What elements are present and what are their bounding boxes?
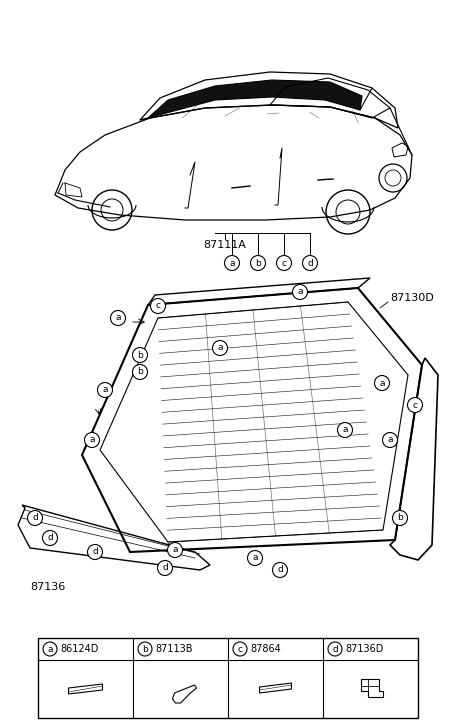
Circle shape	[27, 510, 42, 526]
Circle shape	[338, 422, 352, 438]
Text: c: c	[156, 302, 161, 310]
Text: 87136: 87136	[30, 582, 65, 592]
Text: a: a	[379, 379, 385, 387]
Circle shape	[251, 255, 266, 270]
Text: b: b	[142, 645, 148, 654]
Text: d: d	[307, 259, 313, 268]
Text: a: a	[342, 425, 348, 435]
Text: c: c	[413, 401, 418, 409]
Circle shape	[138, 642, 152, 656]
Circle shape	[167, 542, 183, 558]
Circle shape	[276, 255, 292, 270]
Text: 86124D: 86124D	[60, 644, 99, 654]
Text: d: d	[332, 645, 338, 654]
Text: a: a	[47, 645, 53, 654]
Circle shape	[85, 433, 99, 448]
Text: d: d	[47, 534, 53, 542]
Circle shape	[392, 510, 408, 526]
Circle shape	[132, 348, 148, 363]
Circle shape	[225, 255, 239, 270]
Text: 87136D: 87136D	[345, 644, 383, 654]
Circle shape	[87, 545, 103, 560]
Text: a: a	[297, 287, 303, 297]
Circle shape	[111, 310, 126, 326]
Text: c: c	[238, 645, 243, 654]
Bar	[38, 638, 418, 718]
Text: a: a	[102, 385, 108, 395]
Text: a: a	[252, 553, 258, 563]
Circle shape	[132, 364, 148, 379]
Circle shape	[42, 531, 58, 545]
Text: 87864: 87864	[250, 644, 281, 654]
Circle shape	[158, 561, 172, 576]
Text: 87113B: 87113B	[155, 644, 193, 654]
Circle shape	[248, 550, 262, 566]
Circle shape	[408, 398, 423, 412]
Text: a: a	[89, 435, 95, 444]
Text: b: b	[137, 350, 143, 359]
Text: a: a	[172, 545, 178, 555]
Text: 87111A: 87111A	[203, 240, 247, 250]
Text: d: d	[32, 513, 38, 523]
Circle shape	[43, 642, 57, 656]
Text: a: a	[229, 259, 235, 268]
Text: b: b	[255, 259, 261, 268]
Circle shape	[374, 376, 390, 390]
Circle shape	[292, 284, 307, 300]
Circle shape	[150, 299, 166, 313]
Text: 87130D: 87130D	[390, 293, 434, 303]
Circle shape	[212, 340, 228, 356]
Circle shape	[328, 642, 342, 656]
Text: c: c	[282, 259, 287, 268]
Polygon shape	[148, 80, 362, 118]
Text: d: d	[92, 547, 98, 556]
Circle shape	[302, 255, 318, 270]
Circle shape	[98, 382, 112, 398]
Text: a: a	[387, 435, 393, 444]
Circle shape	[382, 433, 397, 448]
Circle shape	[233, 642, 247, 656]
Text: d: d	[162, 563, 168, 572]
Text: b: b	[137, 368, 143, 377]
Text: a: a	[115, 313, 121, 323]
Text: b: b	[397, 513, 403, 523]
Text: d: d	[277, 566, 283, 574]
Circle shape	[273, 563, 288, 577]
Text: a: a	[217, 343, 223, 353]
